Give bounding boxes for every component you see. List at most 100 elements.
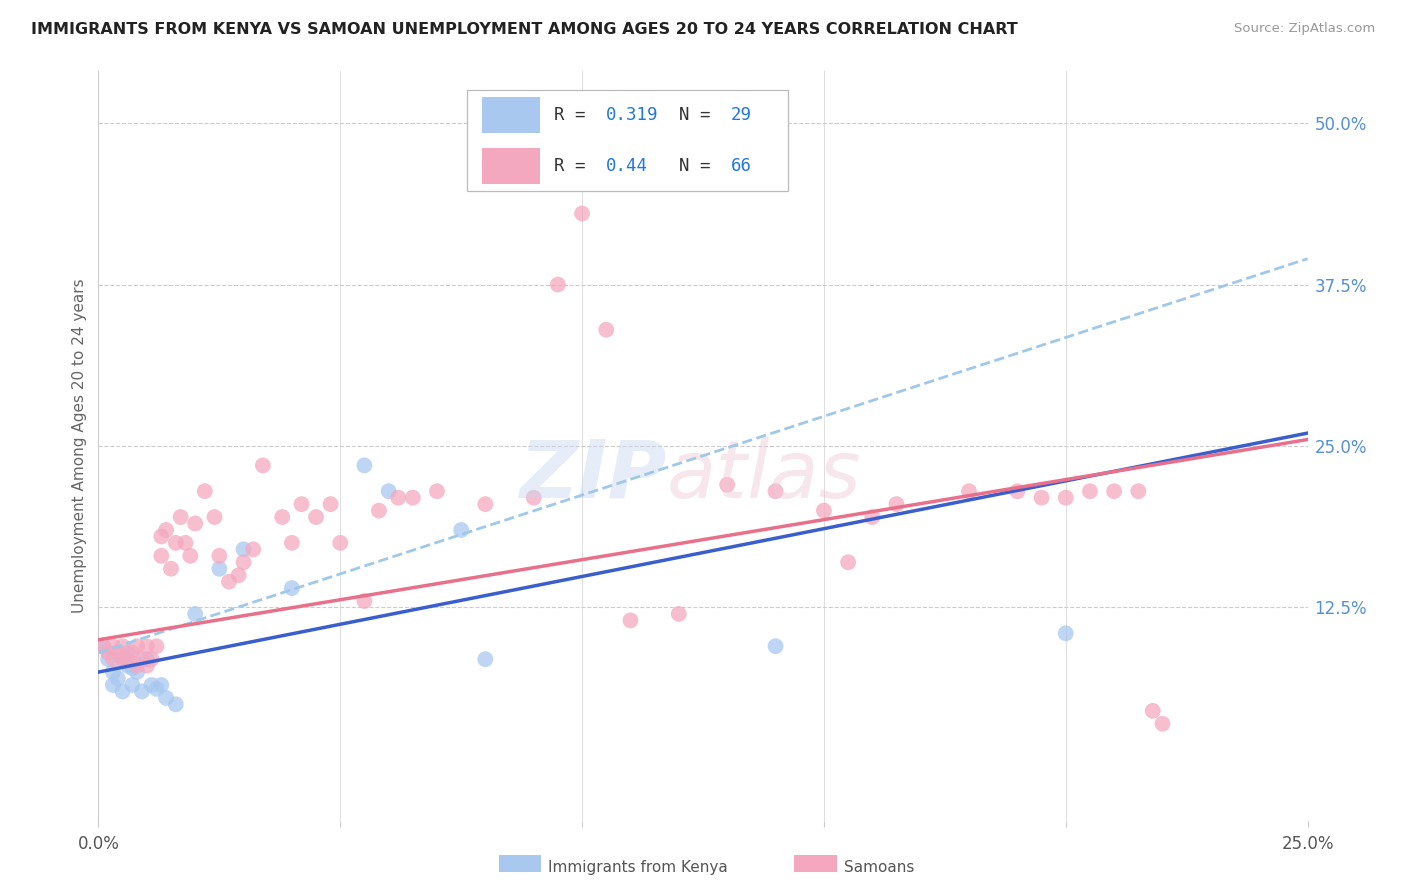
Point <box>1054 491 1077 505</box>
Point <box>117 658 139 673</box>
Text: R =: R = <box>554 157 596 175</box>
Point <box>218 574 240 589</box>
Point <box>571 206 593 220</box>
Point <box>184 607 207 621</box>
Point <box>1078 484 1101 499</box>
Point <box>353 594 375 608</box>
Point <box>426 484 449 499</box>
Point <box>1102 484 1125 499</box>
Point <box>111 652 134 666</box>
Point <box>174 536 197 550</box>
Point <box>547 277 569 292</box>
Point <box>121 646 143 660</box>
Point <box>252 458 274 473</box>
Point <box>111 652 134 666</box>
Point <box>387 491 409 505</box>
Point <box>957 484 980 499</box>
Text: Source: ZipAtlas.com: Source: ZipAtlas.com <box>1234 22 1375 36</box>
Point <box>402 491 425 505</box>
Text: R =: R = <box>554 106 596 124</box>
Point <box>523 491 546 505</box>
Point <box>145 639 167 653</box>
Point <box>204 510 226 524</box>
Point <box>101 639 124 653</box>
Point <box>111 684 134 698</box>
Point <box>329 536 352 550</box>
Point <box>474 497 496 511</box>
Point <box>135 658 157 673</box>
Point <box>1007 484 1029 499</box>
Point <box>155 523 177 537</box>
Point <box>97 646 120 660</box>
Point <box>232 542 254 557</box>
Point <box>131 652 153 666</box>
Point <box>179 549 201 563</box>
Point <box>1142 704 1164 718</box>
Point <box>837 555 859 569</box>
Point <box>117 646 139 660</box>
Point <box>155 690 177 705</box>
Point <box>281 581 304 595</box>
Point <box>127 658 149 673</box>
Point <box>765 639 787 653</box>
Point <box>135 639 157 653</box>
Point <box>271 510 294 524</box>
Point <box>716 477 738 491</box>
Point <box>101 665 124 679</box>
Point <box>121 678 143 692</box>
Point <box>208 562 231 576</box>
Point <box>145 681 167 696</box>
Point <box>1054 626 1077 640</box>
Text: 0.44: 0.44 <box>606 157 648 175</box>
Point <box>97 652 120 666</box>
Point <box>619 614 641 628</box>
Point <box>813 503 835 517</box>
Point <box>184 516 207 531</box>
Point <box>319 497 342 511</box>
Point <box>1031 491 1053 505</box>
Y-axis label: Unemployment Among Ages 20 to 24 years: Unemployment Among Ages 20 to 24 years <box>72 278 87 614</box>
Point <box>765 484 787 499</box>
Point <box>169 510 191 524</box>
Point <box>368 503 391 517</box>
Point <box>208 549 231 563</box>
Point <box>886 497 908 511</box>
Point <box>127 665 149 679</box>
Point <box>107 646 129 660</box>
Point <box>1152 716 1174 731</box>
Point <box>595 323 617 337</box>
Point <box>353 458 375 473</box>
Text: N =: N = <box>658 106 721 124</box>
Point <box>194 484 217 499</box>
Point <box>141 652 163 666</box>
Point <box>474 652 496 666</box>
Point <box>131 684 153 698</box>
Point <box>242 542 264 557</box>
Point <box>860 510 883 524</box>
Point <box>232 555 254 569</box>
Point <box>281 536 304 550</box>
Point <box>450 523 472 537</box>
Point <box>228 568 250 582</box>
Text: 0.319: 0.319 <box>606 106 659 124</box>
Text: atlas: atlas <box>666 437 862 515</box>
Point <box>121 661 143 675</box>
FancyBboxPatch shape <box>482 148 540 184</box>
Point <box>290 497 312 511</box>
Text: 29: 29 <box>731 106 752 124</box>
Point <box>141 678 163 692</box>
Point <box>150 549 173 563</box>
Point <box>150 529 173 543</box>
Text: N =: N = <box>658 157 721 175</box>
Point <box>111 639 134 653</box>
Point <box>91 639 114 653</box>
Point <box>127 639 149 653</box>
FancyBboxPatch shape <box>467 90 787 191</box>
Point <box>1128 484 1150 499</box>
Text: Immigrants from Kenya: Immigrants from Kenya <box>548 860 728 874</box>
Point <box>160 562 183 576</box>
Point <box>668 607 690 621</box>
Point <box>377 484 399 499</box>
Point <box>135 652 157 666</box>
Point <box>101 652 124 666</box>
